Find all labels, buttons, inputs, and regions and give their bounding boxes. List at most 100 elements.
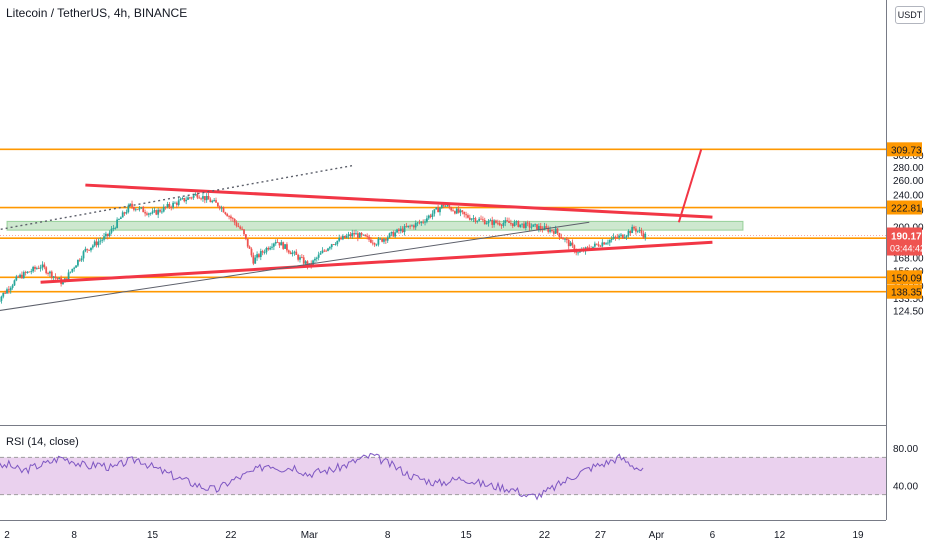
candle-body bbox=[495, 220, 497, 222]
candle-body bbox=[340, 238, 342, 239]
candle-body bbox=[196, 194, 198, 197]
candle-body bbox=[476, 221, 478, 222]
candle-body bbox=[21, 275, 23, 278]
candle-body bbox=[624, 237, 626, 238]
candle-body bbox=[79, 260, 81, 261]
candle-body bbox=[325, 251, 327, 252]
candle-body bbox=[84, 249, 86, 251]
candle-body bbox=[232, 218, 234, 219]
candle-body bbox=[139, 208, 141, 210]
candle-body bbox=[1, 297, 3, 301]
candle-body bbox=[295, 252, 297, 255]
candle-body bbox=[419, 223, 421, 224]
candle-body bbox=[641, 230, 643, 233]
candle-body bbox=[92, 246, 94, 248]
candle-body bbox=[400, 229, 402, 231]
candle-body bbox=[88, 250, 90, 251]
candle-body bbox=[187, 197, 189, 199]
candle-body bbox=[568, 240, 570, 246]
candle-body bbox=[172, 203, 174, 208]
candle-body bbox=[109, 233, 111, 236]
candle-body bbox=[290, 252, 292, 254]
candle-body bbox=[213, 200, 215, 201]
candle-body bbox=[445, 206, 447, 207]
candle-body bbox=[301, 257, 303, 258]
candle-body bbox=[361, 233, 363, 235]
candle-body bbox=[183, 198, 185, 201]
candle-body bbox=[422, 222, 424, 223]
candle-body bbox=[252, 255, 254, 263]
candle-body bbox=[14, 280, 16, 285]
candle-body bbox=[200, 198, 202, 199]
candle-body bbox=[191, 198, 193, 199]
candle-body bbox=[488, 221, 490, 223]
candle-body bbox=[321, 251, 323, 254]
candle-body bbox=[503, 223, 505, 226]
candle-body bbox=[167, 204, 169, 207]
candle-body bbox=[424, 222, 426, 223]
candle-body bbox=[27, 272, 29, 273]
candle-body bbox=[68, 272, 70, 280]
candle-body bbox=[239, 227, 241, 229]
candle-body bbox=[570, 243, 572, 247]
candle-body bbox=[193, 195, 195, 197]
currency-button[interactable]: USDT bbox=[895, 6, 925, 24]
price-tick-label: 124.50 bbox=[893, 306, 924, 317]
candle-body bbox=[118, 219, 120, 220]
candle-body bbox=[377, 239, 379, 245]
candle-body bbox=[198, 198, 200, 199]
candle-body bbox=[349, 234, 351, 236]
candle-body bbox=[452, 210, 454, 211]
candle-body bbox=[467, 215, 469, 218]
candle-body bbox=[77, 260, 79, 266]
candle-body bbox=[112, 228, 114, 229]
candle-body bbox=[398, 229, 400, 231]
candle-body bbox=[81, 258, 83, 260]
candle-body bbox=[562, 238, 564, 239]
candle-body bbox=[527, 222, 529, 223]
candle-body bbox=[415, 223, 417, 227]
candle-body bbox=[262, 251, 264, 252]
candle-body bbox=[217, 203, 219, 207]
candle-body bbox=[45, 267, 47, 273]
candle-body bbox=[226, 214, 228, 216]
candle-body bbox=[519, 224, 521, 226]
candle-body bbox=[142, 207, 144, 212]
candle-body bbox=[105, 234, 107, 236]
candle-body bbox=[508, 221, 510, 223]
candle-body bbox=[75, 266, 77, 268]
candle-body bbox=[260, 251, 262, 257]
candle-body bbox=[448, 205, 450, 207]
candle-body bbox=[23, 272, 25, 278]
candle-body bbox=[103, 236, 105, 239]
candle-body bbox=[480, 219, 482, 220]
candle-body bbox=[43, 265, 45, 268]
candle-body bbox=[409, 226, 411, 227]
candle-body bbox=[521, 224, 523, 225]
candle-body bbox=[161, 212, 163, 213]
candle-body bbox=[288, 250, 290, 252]
candle-body bbox=[368, 237, 370, 240]
candle-body bbox=[303, 257, 305, 263]
candle-body bbox=[609, 240, 611, 243]
candle-body bbox=[208, 196, 210, 200]
candle-body bbox=[251, 249, 253, 256]
candle-body bbox=[407, 226, 409, 227]
candle-body bbox=[536, 224, 538, 230]
candle-body bbox=[206, 196, 208, 200]
candle-body bbox=[238, 226, 240, 227]
candle-body bbox=[243, 229, 245, 234]
candle-body bbox=[96, 242, 98, 246]
candle-body bbox=[150, 213, 152, 214]
candle-body bbox=[430, 216, 432, 217]
candle-body bbox=[338, 238, 340, 241]
candle-body bbox=[2, 293, 4, 297]
candle-body bbox=[392, 232, 394, 237]
candle-body bbox=[15, 276, 17, 280]
candle-body bbox=[323, 251, 325, 252]
time-tick-label: Mar bbox=[301, 530, 319, 541]
candle-body bbox=[387, 237, 389, 240]
candle-body bbox=[135, 209, 137, 210]
